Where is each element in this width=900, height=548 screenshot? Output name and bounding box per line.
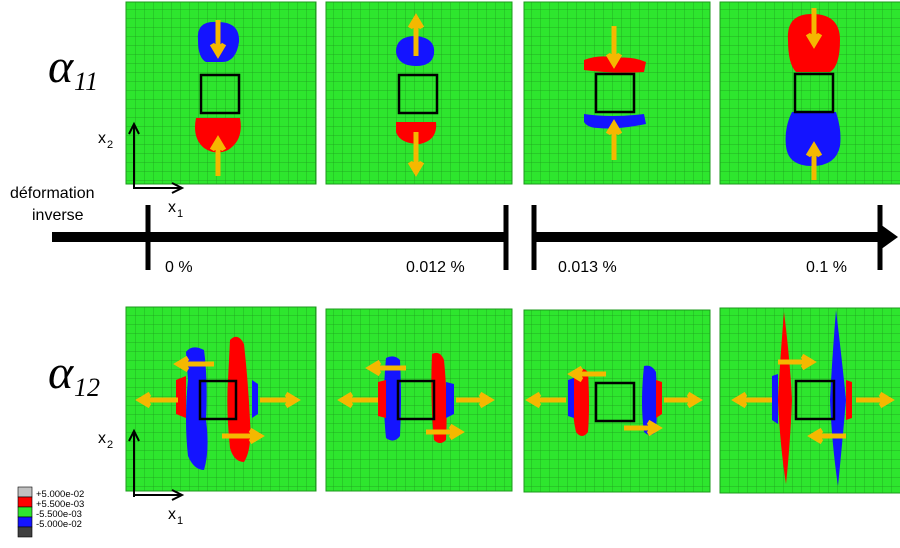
red-region-small — [378, 380, 386, 418]
red-region — [572, 368, 589, 436]
axis-x2-arrowhead — [128, 121, 140, 135]
arrow-up — [605, 119, 623, 160]
blue-region — [186, 347, 208, 470]
arrow-outward-right — [456, 391, 495, 409]
timeline-tick-label-2: 0.013 % — [558, 259, 617, 276]
arrow-right — [778, 353, 817, 371]
arrow-outward-left — [135, 391, 178, 409]
panel-row2-0pct — [125, 306, 317, 492]
arrow-outward-left — [337, 391, 378, 409]
timeline-tick-label-3: 0.1 % — [806, 259, 847, 276]
arrow-right — [222, 427, 265, 445]
blue-region-small — [772, 374, 778, 424]
inclusion-square — [198, 379, 238, 421]
arrow-right — [624, 419, 663, 437]
blue-region — [642, 365, 657, 435]
panel-row2-0013pct — [523, 309, 711, 493]
axis-x1-arrowhead — [171, 182, 185, 194]
red-region — [778, 312, 792, 484]
mesh-grid — [325, 1, 513, 185]
legend-label-0: +5.000e-02 — [36, 489, 84, 500]
row1-subscript: 11 — [74, 67, 98, 96]
timeline-arrowhead — [880, 224, 898, 250]
timeline-caption-line1: déformation — [10, 185, 95, 202]
red-region-small — [846, 380, 852, 420]
row2-alpha: α — [48, 346, 74, 399]
arrow-down — [805, 8, 823, 49]
red-region — [195, 118, 241, 153]
red-region — [431, 352, 447, 443]
panel-row1-01pct — [719, 1, 900, 185]
red-region — [227, 336, 251, 462]
blue-region-small — [252, 380, 258, 418]
arrow-outward-right — [664, 391, 703, 409]
arrow-up — [407, 13, 425, 56]
arrow-down — [407, 132, 425, 177]
axes-row2: x 2 x 1 — [98, 428, 185, 527]
axis-x2-arrowhead — [128, 428, 140, 442]
axis-x1-label: x — [168, 506, 176, 523]
panel-row1-0013pct — [523, 1, 711, 185]
axis-x1-subscript: 1 — [177, 208, 183, 220]
legend-swatch-1 — [17, 496, 33, 508]
legend-label-2: -5.500e-03 — [36, 509, 82, 520]
row2-symbol: α 12 — [48, 346, 100, 402]
blue-region-small — [568, 378, 574, 418]
arrow-left — [567, 365, 606, 383]
axis-x1-arrowhead — [171, 489, 185, 501]
inclusion-square — [594, 72, 636, 114]
arrow-up — [209, 135, 227, 176]
axis-x2-subscript: 2 — [107, 139, 113, 151]
mesh-grid — [523, 1, 711, 185]
axes-row1: x 2 x 1 — [98, 121, 185, 220]
axis-x2-subscript: 2 — [107, 439, 113, 451]
row1-symbol: α 11 — [48, 40, 98, 96]
timeline-tick-label-0: 0 % — [165, 259, 193, 276]
color-legend: +5.000e-02 +5.500e-03 -5.500e-03 -5.000e… — [17, 486, 84, 538]
legend-label-1: +5.500e-03 — [36, 499, 84, 510]
arrow-outward-left — [731, 391, 772, 409]
arrow-outward-right — [856, 391, 895, 409]
arrow-left — [365, 359, 406, 377]
arrow-down — [209, 20, 227, 59]
arrow-outward-left — [525, 391, 566, 409]
blue-region-small — [446, 382, 454, 418]
panel-row2-01pct — [719, 307, 900, 494]
inclusion-square — [794, 379, 836, 421]
arrow-down — [605, 26, 623, 69]
legend-swatch-0 — [17, 486, 33, 498]
inclusion-square — [397, 73, 439, 115]
timeline-caption-line2: inverse — [32, 207, 84, 224]
inclusion-square — [793, 72, 835, 114]
arrow-right — [426, 423, 465, 441]
legend-swatch-2 — [17, 506, 33, 518]
inclusion-square — [199, 73, 241, 115]
blue-region — [785, 112, 841, 166]
axis-x1-label: x — [168, 199, 176, 216]
row1-alpha: α — [48, 40, 74, 93]
axis-x2-label: x — [98, 130, 106, 147]
inclusion-square — [396, 379, 436, 421]
panel-row1-0012pct — [325, 1, 513, 185]
arrow-left — [173, 355, 214, 373]
arrow-up — [805, 141, 823, 180]
row2-subscript: 12 — [74, 373, 100, 402]
legend-swatch-4 — [17, 526, 33, 538]
legend-swatch-3 — [17, 516, 33, 528]
panel-row1-0pct — [125, 1, 317, 185]
inclusion-square — [594, 381, 636, 423]
arrow-left — [807, 427, 846, 445]
panel-row2-0012pct — [325, 308, 513, 492]
blue-region — [830, 310, 846, 486]
timeline: déformation inverse 0 % 0.012 % 0.013 % … — [10, 185, 898, 276]
axis-x1-subscript: 1 — [177, 515, 183, 527]
arrow-outward-right — [260, 391, 301, 409]
axis-x2-label: x — [98, 430, 106, 447]
timeline-tick-label-1: 0.012 % — [406, 259, 465, 276]
legend-label-3: -5.000e-02 — [36, 519, 82, 530]
red-region-small — [656, 380, 662, 418]
red-region-small — [176, 376, 186, 418]
